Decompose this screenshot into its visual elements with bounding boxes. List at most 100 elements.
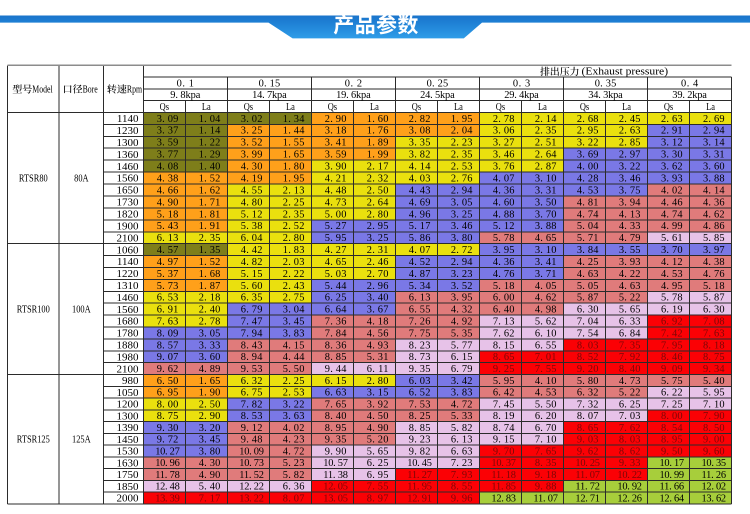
- svg-text:3. 22: 3. 22: [283, 399, 305, 410]
- svg-text:4. 52: 4. 52: [409, 257, 431, 268]
- svg-text:3. 20: 3. 20: [199, 423, 221, 434]
- svg-text:3. 37: 3. 37: [157, 126, 179, 137]
- svg-text:2. 63: 2. 63: [661, 114, 683, 125]
- svg-text:RTSR125: RTSR125: [17, 435, 50, 446]
- svg-text:3. 62: 3. 62: [661, 162, 683, 173]
- svg-text:6. 53: 6. 53: [157, 293, 179, 304]
- svg-text:6. 50: 6. 50: [157, 376, 179, 387]
- svg-text:La: La: [538, 102, 548, 113]
- svg-text:3. 77: 3. 77: [157, 150, 179, 161]
- svg-text:2. 32: 2. 32: [367, 174, 389, 185]
- svg-text:5. 71: 5. 71: [577, 233, 599, 244]
- svg-text:10. 37: 10. 37: [491, 458, 516, 469]
- svg-text:8. 07: 8. 07: [577, 411, 599, 422]
- svg-text:3. 93: 3. 93: [661, 174, 683, 185]
- svg-text:9. 72: 9. 72: [157, 435, 179, 446]
- svg-text:4. 53: 4. 53: [661, 269, 683, 280]
- svg-text:1530: 1530: [117, 446, 140, 458]
- svg-text:5. 31: 5. 31: [367, 352, 389, 363]
- svg-text:5. 40: 5. 40: [199, 482, 221, 493]
- svg-text:6. 79: 6. 79: [451, 364, 473, 375]
- svg-text:6. 25: 6. 25: [325, 293, 347, 304]
- svg-text:12. 91: 12. 91: [407, 493, 432, 504]
- svg-text:2. 91: 2. 91: [661, 126, 683, 137]
- svg-text:4. 86: 4. 86: [703, 221, 725, 232]
- svg-text:3. 27: 3. 27: [493, 138, 515, 149]
- svg-text:9. 12: 9. 12: [241, 423, 263, 434]
- svg-text:4. 53: 4. 53: [535, 388, 557, 399]
- svg-text:4. 02: 4. 02: [661, 185, 683, 196]
- svg-text:Qs: Qs: [160, 102, 170, 113]
- svg-text:2. 76: 2. 76: [451, 174, 473, 185]
- svg-text:6. 42: 6. 42: [493, 388, 515, 399]
- svg-text:6. 11: 6. 11: [367, 364, 389, 375]
- svg-text:7. 54: 7. 54: [577, 328, 599, 339]
- svg-text:7. 10: 7. 10: [535, 435, 557, 446]
- svg-text:7. 65: 7. 65: [535, 446, 557, 457]
- svg-text:3. 30: 3. 30: [661, 150, 683, 161]
- svg-text:24. 5kpa: 24. 5kpa: [420, 90, 455, 101]
- svg-text:100A: 100A: [72, 305, 91, 316]
- svg-text:11. 52: 11. 52: [239, 470, 264, 481]
- svg-text:2. 13: 2. 13: [283, 185, 305, 196]
- svg-text:10. 99: 10. 99: [660, 470, 685, 481]
- svg-text:1780: 1780: [117, 328, 140, 340]
- svg-text:4. 57: 4. 57: [157, 245, 179, 256]
- svg-text:4. 76: 4. 76: [703, 269, 725, 280]
- svg-text:1880: 1880: [117, 340, 140, 352]
- svg-text:10. 09: 10. 09: [239, 446, 264, 457]
- svg-text:7. 55: 7. 55: [367, 482, 389, 493]
- svg-text:13. 05: 13. 05: [323, 493, 348, 504]
- svg-text:1. 60: 1. 60: [367, 114, 389, 125]
- svg-text:4. 88: 4. 88: [493, 209, 515, 220]
- svg-text:4. 23: 4. 23: [283, 435, 305, 446]
- svg-text:0. 2: 0. 2: [345, 78, 362, 89]
- svg-text:6. 22: 6. 22: [661, 388, 683, 399]
- svg-text:8. 75: 8. 75: [703, 352, 725, 363]
- svg-text:8. 46: 8. 46: [661, 352, 683, 363]
- svg-text:4. 08: 4. 08: [157, 162, 179, 173]
- svg-text:11. 95: 11. 95: [407, 482, 432, 493]
- svg-text:4. 02: 4. 02: [283, 423, 305, 434]
- svg-text:4. 21: 4. 21: [325, 174, 347, 185]
- svg-text:6. 19: 6. 19: [661, 305, 683, 316]
- svg-text:2. 45: 2. 45: [619, 114, 641, 125]
- svg-text:5. 27: 5. 27: [325, 221, 347, 232]
- svg-text:5. 95: 5. 95: [325, 233, 347, 244]
- svg-text:1. 76: 1. 76: [367, 126, 389, 137]
- svg-text:4. 90: 4. 90: [367, 423, 389, 434]
- svg-text:6. 33: 6. 33: [619, 317, 641, 328]
- svg-text:4. 90: 4. 90: [157, 197, 179, 208]
- svg-text:2. 94: 2. 94: [703, 126, 725, 137]
- svg-text:2. 85: 2. 85: [619, 138, 641, 149]
- svg-text:4. 63: 4. 63: [619, 281, 641, 292]
- svg-text:11. 38: 11. 38: [323, 470, 348, 481]
- svg-text:2. 35: 2. 35: [199, 233, 221, 244]
- svg-text:5. 05: 5. 05: [577, 281, 599, 292]
- svg-text:34. 3kpa: 34. 3kpa: [588, 90, 623, 101]
- svg-text:3. 35: 3. 35: [409, 138, 431, 149]
- svg-text:4. 65: 4. 65: [535, 233, 557, 244]
- svg-text:4. 72: 4. 72: [283, 446, 305, 457]
- svg-text:1. 95: 1. 95: [451, 114, 473, 125]
- svg-text:2. 46: 2. 46: [367, 257, 389, 268]
- svg-text:2. 72: 2. 72: [451, 245, 473, 256]
- svg-text:3. 80: 3. 80: [451, 233, 473, 244]
- svg-text:6. 13: 6. 13: [409, 293, 431, 304]
- svg-text:4. 42: 4. 42: [241, 245, 263, 256]
- svg-text:1. 68: 1. 68: [199, 269, 221, 280]
- svg-text:2. 22: 2. 22: [283, 269, 305, 280]
- svg-text:12. 83: 12. 83: [491, 493, 516, 504]
- svg-text:5. 18: 5. 18: [493, 281, 515, 292]
- svg-text:8. 15: 8. 15: [493, 340, 515, 351]
- svg-text:4. 10: 4. 10: [535, 376, 557, 387]
- svg-text:9. 34: 9. 34: [703, 364, 725, 375]
- svg-text:7. 13: 7. 13: [493, 317, 515, 328]
- svg-text:7. 26: 7. 26: [409, 317, 431, 328]
- svg-text:10. 92: 10. 92: [617, 482, 642, 493]
- svg-text:6. 95: 6. 95: [367, 470, 389, 481]
- svg-text:4. 69: 4. 69: [409, 197, 431, 208]
- svg-text:9. 70: 9. 70: [493, 446, 515, 457]
- svg-text:La: La: [706, 102, 716, 113]
- svg-text:3. 88: 3. 88: [535, 221, 557, 232]
